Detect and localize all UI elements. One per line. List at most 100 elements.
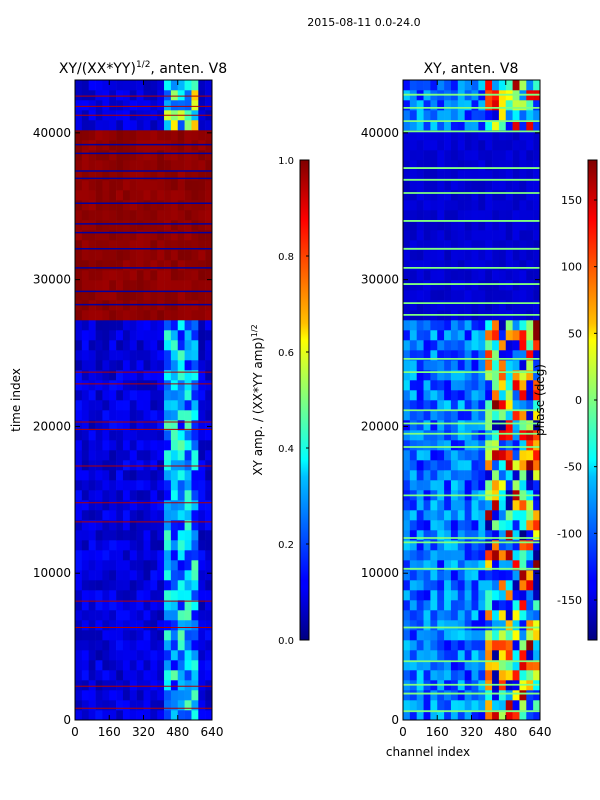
heatmap-cell-R [423,260,431,271]
heatmap-cell-L [191,220,199,231]
heatmap-cell-R [416,450,424,461]
heatmap-cell-L [198,520,206,531]
heatmap-cell-L [109,680,117,691]
heatmap-cell-L [88,430,96,441]
heatmap-cell-L [157,290,165,301]
heatmap-cell-R [444,510,452,521]
heatmap-cell-L [143,600,151,611]
heatmap-cell-R [485,350,493,361]
heatmap-cell-R [416,400,424,411]
heatmap-cell-R [498,600,507,611]
heatmap-cell-L [143,460,151,471]
heatmap-cell-R [512,360,520,371]
heatmap-cell-L [184,650,192,661]
heatmap-cell-L [129,180,137,191]
heatmap-cell-L [205,170,212,181]
heatmap-cell-R [485,290,493,301]
heatmap-cell-R [471,100,479,111]
heatmap-cell-R [533,350,540,361]
heatmap-cell-R [485,520,493,531]
heatmap-cell-L [75,470,83,481]
heatmap-cell-R [492,250,500,261]
right-heatmap [403,80,540,720]
heatmap-cell-L [150,650,158,661]
heatmap-cell-R [464,80,472,91]
heatmap-cell-L [164,450,172,461]
heatmap-cell-R [492,560,500,571]
heatmap-cell-R [526,280,534,291]
heatmap-cell-R [437,580,445,591]
heatmap-cell-L [164,90,172,101]
heatmap-cell-R [519,130,527,141]
heatmap-cell-R [505,560,513,571]
heatmap-cell-L [88,660,96,671]
heatmap-cell-R [526,240,534,251]
heatmap-cell-R [478,690,486,701]
right-xlabel: channel index [386,745,470,759]
heatmap-cell-L [157,680,165,691]
heatmap-cell-R [450,360,459,371]
heatmap-cell-R [498,200,507,211]
heatmap-cell-L [88,700,96,711]
heatmap-cell-L [177,320,185,331]
heatmap-cell-L [198,370,206,381]
heatmap-cell-R [403,440,411,451]
heatmap-cell-L [164,120,172,131]
heatmap-cell-R [492,150,500,161]
heatmap-cell-L [157,650,165,661]
heatmap-cell-L [191,520,199,531]
heatmap-cell-L [198,280,206,291]
heatmap-cell-R [437,500,445,511]
heatmap-cell-L [170,400,179,411]
heatmap-cell-R [457,320,465,331]
heatmap-cell-L [164,290,172,301]
heatmap-cell-L [150,350,158,361]
heatmap-cell-L [136,160,144,171]
heatmap-cell-L [143,150,151,161]
heatmap-cell-L [157,610,165,621]
heatmap-cell-L [122,100,131,111]
heatmap-cell-R [416,110,424,121]
heatmap-cell-L [116,450,124,461]
heatmap-cell-R [450,320,459,331]
heatmap-cell-R [444,610,452,621]
heatmap-cell-R [526,110,534,121]
heatmap-cell-L [129,590,137,601]
heatmap-cell-L [136,430,144,441]
heatmap-cell-R [519,470,527,481]
heatmap-cell-L [184,520,192,531]
heatmap-cell-R [498,610,507,621]
heatmap-cell-R [464,660,472,671]
heatmap-cell-R [450,540,459,551]
heatmap-cell-R [478,510,486,521]
heatmap-cell-L [184,470,192,481]
heatmap-cell-L [102,320,110,331]
heatmap-cell-R [416,220,424,231]
heatmap-cell-R [471,660,479,671]
heatmap-cell-L [75,380,83,391]
heatmap-cell-R [437,100,445,111]
heatmap-cell-R [409,250,417,261]
heatmap-cell-R [403,180,411,191]
heatmap-cell-R [437,80,445,91]
heatmap-cell-L [157,550,165,561]
heatmap-cell-L [143,330,151,341]
heatmap-cell-R [416,290,424,301]
heatmap-cell-R [403,260,411,271]
heatmap-cell-R [450,390,459,401]
heatmap-cell-R [457,110,465,121]
heatmap-cell-R [492,220,500,231]
heatmap-cell-L [205,210,212,221]
colorbar-tick-label: -150 [557,594,582,607]
heatmap-cell-L [88,310,96,321]
heatmap-cell-R [512,330,520,341]
heatmap-cell-L [205,190,212,201]
heatmap-cell-R [457,140,465,151]
heatmap-cell-R [403,460,411,471]
heatmap-cell-L [150,130,158,141]
heatmap-cell-L [157,260,165,271]
heatmap-cell-R [505,460,513,471]
heatmap-cell-L [184,660,192,671]
